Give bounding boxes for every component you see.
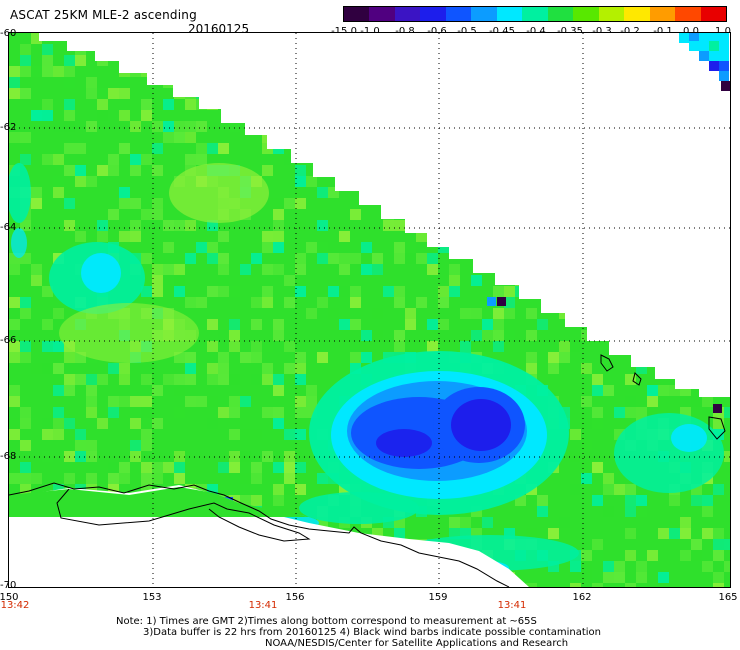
lon-label: 162 xyxy=(572,592,592,603)
cyan-patch-east xyxy=(671,424,707,452)
color-swatch-4 xyxy=(445,7,472,21)
note-line-2: 3)Data buffer is 22 hrs from 20160125 4)… xyxy=(143,627,601,638)
color-label: -1.0 xyxy=(360,26,380,37)
adjacent-swath-fragment xyxy=(679,33,730,91)
color-scale-bar xyxy=(343,6,727,22)
note-line-3: NOAA/NESDIS/Center for Satellite Applica… xyxy=(265,638,569,649)
deep-blue-core xyxy=(451,399,511,451)
aqua-patch-east xyxy=(614,413,724,493)
time-label: 13:42 xyxy=(0,600,30,611)
yellow-green-patch xyxy=(169,163,269,223)
map-title: ASCAT 25KM MLE-2 ascending xyxy=(10,8,197,22)
sky-pixel xyxy=(487,297,496,306)
color-scale-labels: -15.0-1.0-0.8-0.6-0.5-0.45-0.4-0.35-0.3-… xyxy=(325,26,740,40)
color-label: -0.3 xyxy=(592,26,612,37)
lat-label: -68 xyxy=(0,451,17,462)
color-swatch-7 xyxy=(522,7,548,21)
color-label: -0.1 xyxy=(653,26,673,37)
color-label: -0.8 xyxy=(395,26,415,37)
color-label: -15.0 xyxy=(331,26,357,37)
color-swatch-8 xyxy=(547,7,574,21)
color-swatch-12 xyxy=(649,7,676,21)
time-label: 13:41 xyxy=(248,600,278,611)
coastline xyxy=(9,354,726,587)
deep-blue-core-west xyxy=(376,429,432,457)
color-label: -0.5 xyxy=(457,26,477,37)
color-swatch-13 xyxy=(675,7,701,21)
yellow-green-patch-2 xyxy=(59,303,199,363)
lat-lon-grid xyxy=(9,33,730,587)
cyan-left-edge xyxy=(11,228,27,258)
color-swatch-0 xyxy=(344,7,370,21)
color-swatch-5 xyxy=(471,7,497,21)
color-swatch-14 xyxy=(700,7,727,21)
color-label: 0.0 xyxy=(683,26,699,37)
map-canvas xyxy=(9,33,730,587)
coastal-aqua xyxy=(299,492,419,524)
color-label: 1.0 xyxy=(715,26,731,37)
color-swatch-1 xyxy=(369,7,395,21)
lat-label: -60 xyxy=(0,28,17,39)
lon-label: 159 xyxy=(428,592,448,603)
color-label: -0.6 xyxy=(427,26,447,37)
color-swatch-10 xyxy=(598,7,625,21)
color-swatch-9 xyxy=(573,7,599,21)
aqua-left-edge xyxy=(9,163,31,223)
time-label: 13:41 xyxy=(497,600,527,611)
color-swatch-2 xyxy=(394,7,421,21)
lon-label: 153 xyxy=(142,592,162,603)
color-label: -0.2 xyxy=(620,26,640,37)
lat-label: -64 xyxy=(0,222,17,233)
lat-label: -66 xyxy=(0,335,17,346)
color-swatch-6 xyxy=(496,7,523,21)
lon-label: 156 xyxy=(285,592,305,603)
color-swatch-3 xyxy=(420,7,446,21)
lat-label: -62 xyxy=(0,122,17,133)
color-label: -0.35 xyxy=(557,26,583,37)
map-panel xyxy=(8,32,731,588)
purple-pixel xyxy=(713,404,722,413)
color-label: -0.4 xyxy=(526,26,546,37)
color-label: -0.45 xyxy=(489,26,515,37)
lon-label: 150 xyxy=(0,592,19,603)
lon-label: 165 xyxy=(718,592,738,603)
note-line-1: Note: 1) Times are GMT 2)Times along bot… xyxy=(116,616,537,627)
cyan-patch-west xyxy=(81,253,121,293)
color-swatch-11 xyxy=(624,7,650,21)
purple-pixel xyxy=(497,297,506,306)
lat-label: -70 xyxy=(0,580,17,591)
